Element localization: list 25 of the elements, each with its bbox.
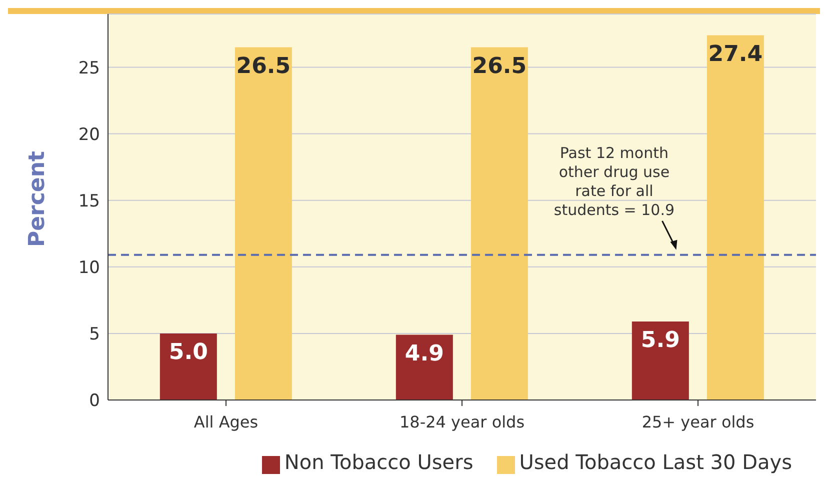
data-label: 5.9 bbox=[640, 328, 680, 354]
ref-line-label: Past 12 month other drug use rate for all students = 10.9 bbox=[554, 144, 675, 219]
data-label: 4.9 bbox=[404, 341, 444, 366]
bar bbox=[160, 333, 217, 400]
y-tick-label: 15 bbox=[78, 191, 100, 212]
x-tick-label: 18-24 year olds bbox=[399, 412, 525, 432]
data-label: 27.4 bbox=[708, 42, 763, 67]
bar bbox=[632, 321, 689, 400]
bar bbox=[470, 47, 528, 400]
x-tick-label: 25+ year olds bbox=[642, 412, 754, 432]
data-label: 26.5 bbox=[472, 54, 527, 79]
y-tick-label: 20 bbox=[78, 124, 100, 145]
y-tick-label: 5 bbox=[89, 324, 100, 344]
y-axis-title: Percent bbox=[24, 150, 50, 247]
legend-label: Used Tobacco Last 30 Days bbox=[519, 450, 792, 474]
bar bbox=[234, 47, 292, 400]
x-tick-label: All Ages bbox=[194, 412, 258, 432]
y-tick-label: 10 bbox=[78, 258, 100, 278]
data-label: 26.5 bbox=[236, 54, 291, 79]
bar bbox=[396, 334, 453, 400]
bar bbox=[706, 35, 764, 400]
data-label: 5.0 bbox=[168, 340, 208, 366]
legend-label: Non Tobacco Users bbox=[284, 450, 474, 474]
y-tick-label: 25 bbox=[78, 58, 100, 78]
y-tick-label: 0 bbox=[89, 391, 100, 412]
